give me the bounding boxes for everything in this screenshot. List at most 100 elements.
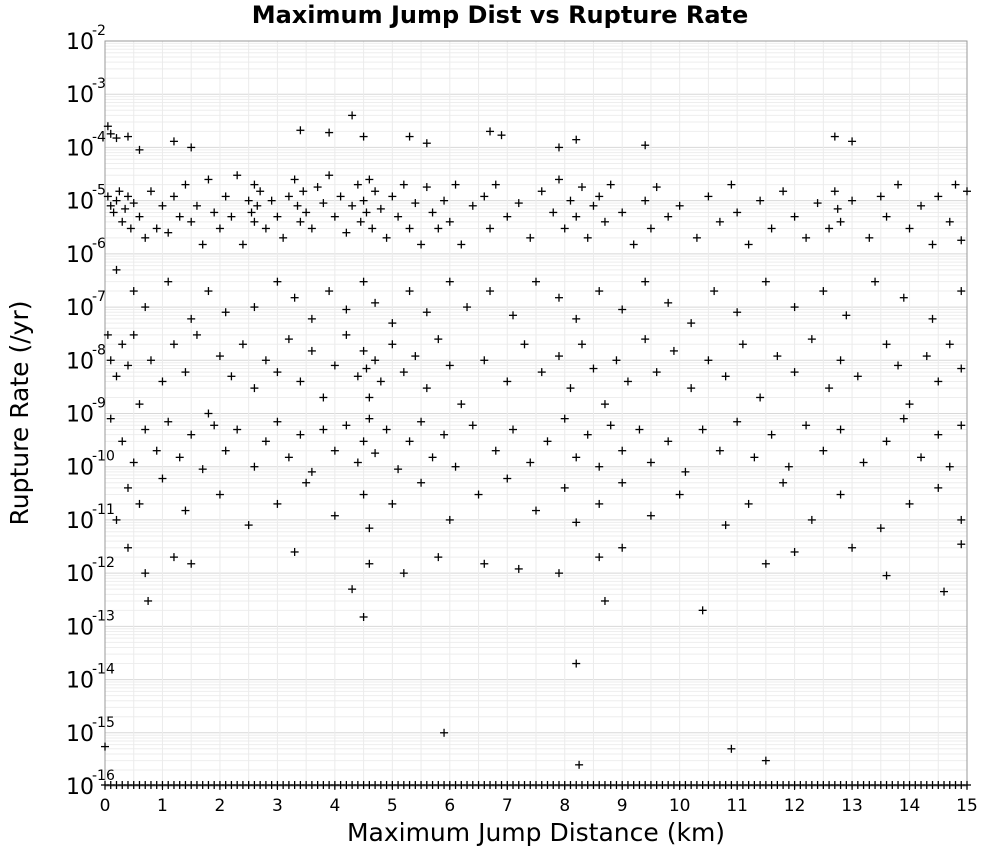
y-tick-exponent: -5 [92, 183, 106, 199]
x-tick-label: 11 [726, 796, 748, 816]
data-point [451, 462, 460, 471]
data-point [394, 212, 403, 221]
data-point [577, 183, 586, 192]
data-point [681, 467, 690, 476]
data-point [618, 305, 627, 314]
x-tick-label: 6 [444, 796, 455, 816]
data-point [572, 659, 581, 668]
data-point [457, 400, 466, 409]
data-point [261, 437, 270, 446]
data-point [917, 201, 926, 210]
data-point [767, 224, 776, 233]
x-tick-label: 1 [157, 796, 168, 816]
data-point [330, 212, 339, 221]
data-point [825, 384, 834, 393]
data-point [790, 547, 799, 556]
data-point [181, 368, 190, 377]
data-point [192, 330, 201, 339]
data-point [618, 208, 627, 217]
data-point [629, 240, 638, 249]
data-point [227, 372, 236, 381]
data-point [859, 458, 868, 467]
x-tick-label: 8 [559, 796, 570, 816]
data-point [307, 346, 316, 355]
data-point [882, 571, 891, 580]
data-point [273, 277, 282, 286]
data-point [215, 224, 224, 233]
data-point [284, 335, 293, 344]
data-point [307, 467, 316, 476]
data-point [299, 187, 308, 196]
data-point [141, 303, 150, 312]
data-point [353, 458, 362, 467]
data-point [641, 196, 650, 205]
data-point [727, 180, 736, 189]
y-tick-label: 10 [66, 669, 94, 694]
data-point [595, 499, 604, 508]
data-point [664, 212, 673, 221]
data-point [371, 449, 380, 458]
data-point [865, 233, 874, 242]
data-points [101, 111, 971, 789]
data-point [325, 171, 334, 180]
data-point [917, 453, 926, 462]
data-point [417, 478, 426, 487]
data-point [721, 521, 730, 530]
y-tick-label: 10 [66, 615, 94, 640]
x-tick-label: 5 [387, 796, 398, 816]
data-point [187, 430, 196, 439]
data-point [767, 430, 776, 439]
data-point [365, 524, 374, 533]
data-point [618, 446, 627, 455]
data-point [641, 277, 650, 286]
data-point [411, 199, 420, 208]
data-point [733, 208, 742, 217]
x-tick-label: 7 [502, 796, 513, 816]
data-point [445, 217, 454, 226]
data-point [428, 208, 437, 217]
data-point [101, 742, 109, 751]
data-point [353, 180, 362, 189]
x-tick-label: 0 [100, 796, 111, 816]
data-point [141, 233, 150, 242]
data-point [330, 511, 339, 520]
data-point [399, 180, 408, 189]
data-point [135, 400, 144, 409]
data-point [468, 201, 477, 210]
data-point [503, 377, 512, 386]
data-point [273, 499, 282, 508]
data-point [957, 540, 966, 549]
data-point [365, 393, 374, 402]
y-tick-label: 10 [66, 562, 94, 587]
data-point [440, 728, 449, 737]
data-point [353, 372, 362, 381]
data-point [112, 515, 121, 524]
y-tick-exponent: -16 [92, 768, 115, 784]
data-point [756, 393, 765, 402]
data-point [779, 478, 788, 487]
data-point [192, 201, 201, 210]
data-point [848, 137, 857, 146]
data-point [957, 421, 966, 430]
data-point [871, 277, 880, 286]
data-point [152, 224, 161, 233]
data-point [664, 437, 673, 446]
data-point [819, 287, 828, 296]
data-point [405, 132, 414, 141]
data-point [905, 400, 914, 409]
y-tick-label: 10 [66, 296, 94, 321]
data-point [388, 319, 397, 328]
grid-lines [104, 41, 968, 787]
data-point [554, 569, 563, 578]
data-point [129, 287, 138, 296]
y-tick-label: 10 [66, 83, 94, 108]
data-point [434, 553, 443, 562]
data-point [669, 346, 678, 355]
y-tick-exponent: -2 [92, 23, 106, 39]
data-point [164, 277, 173, 286]
data-point [583, 233, 592, 242]
data-point [646, 224, 655, 233]
data-point [928, 240, 937, 249]
data-point [876, 524, 885, 533]
data-point [606, 421, 615, 430]
